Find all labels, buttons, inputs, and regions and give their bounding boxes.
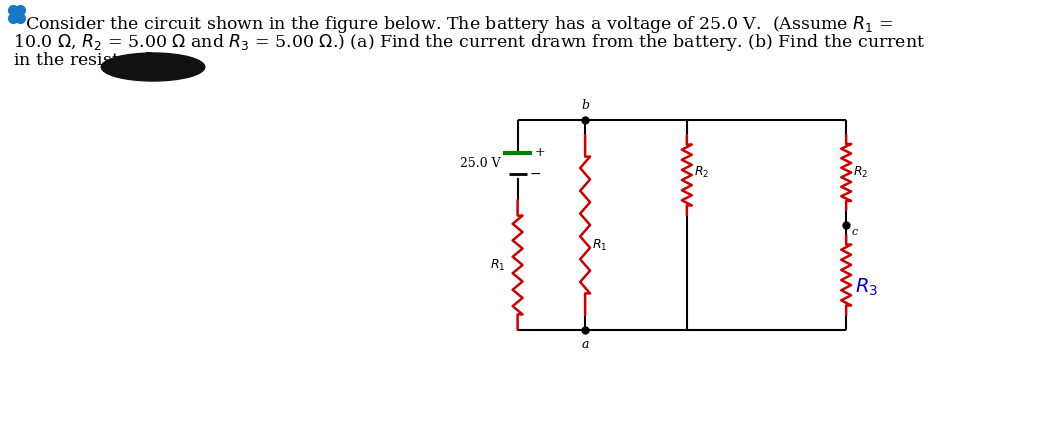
Text: $R_2$: $R_2$: [694, 165, 709, 180]
Text: $R_1$: $R_1$: [592, 237, 608, 253]
Text: Consider the circuit shown in the figure below. The battery has a voltage of 25.: Consider the circuit shown in the figure…: [25, 14, 894, 35]
Ellipse shape: [101, 53, 205, 81]
Text: $R_1$: $R_1$: [490, 257, 505, 273]
Text: 10.0 $\Omega$, $R_2$ = 5.00 $\Omega$ and $R_3$ = 5.00 $\Omega$.) (a) Find the cu: 10.0 $\Omega$, $R_2$ = 5.00 $\Omega$ and…: [13, 32, 924, 53]
Text: b: b: [581, 99, 589, 112]
Text: a: a: [581, 338, 589, 351]
Text: +: +: [535, 147, 545, 160]
Text: −: −: [530, 167, 541, 181]
Text: 25.0 V: 25.0 V: [460, 157, 500, 170]
Text: c: c: [851, 227, 858, 237]
Text: $R_3$: $R_3$: [856, 277, 878, 298]
Text: $R_2$: $R_2$: [853, 165, 868, 180]
Text: in the resistor $R_3$.: in the resistor $R_3$.: [13, 50, 169, 70]
